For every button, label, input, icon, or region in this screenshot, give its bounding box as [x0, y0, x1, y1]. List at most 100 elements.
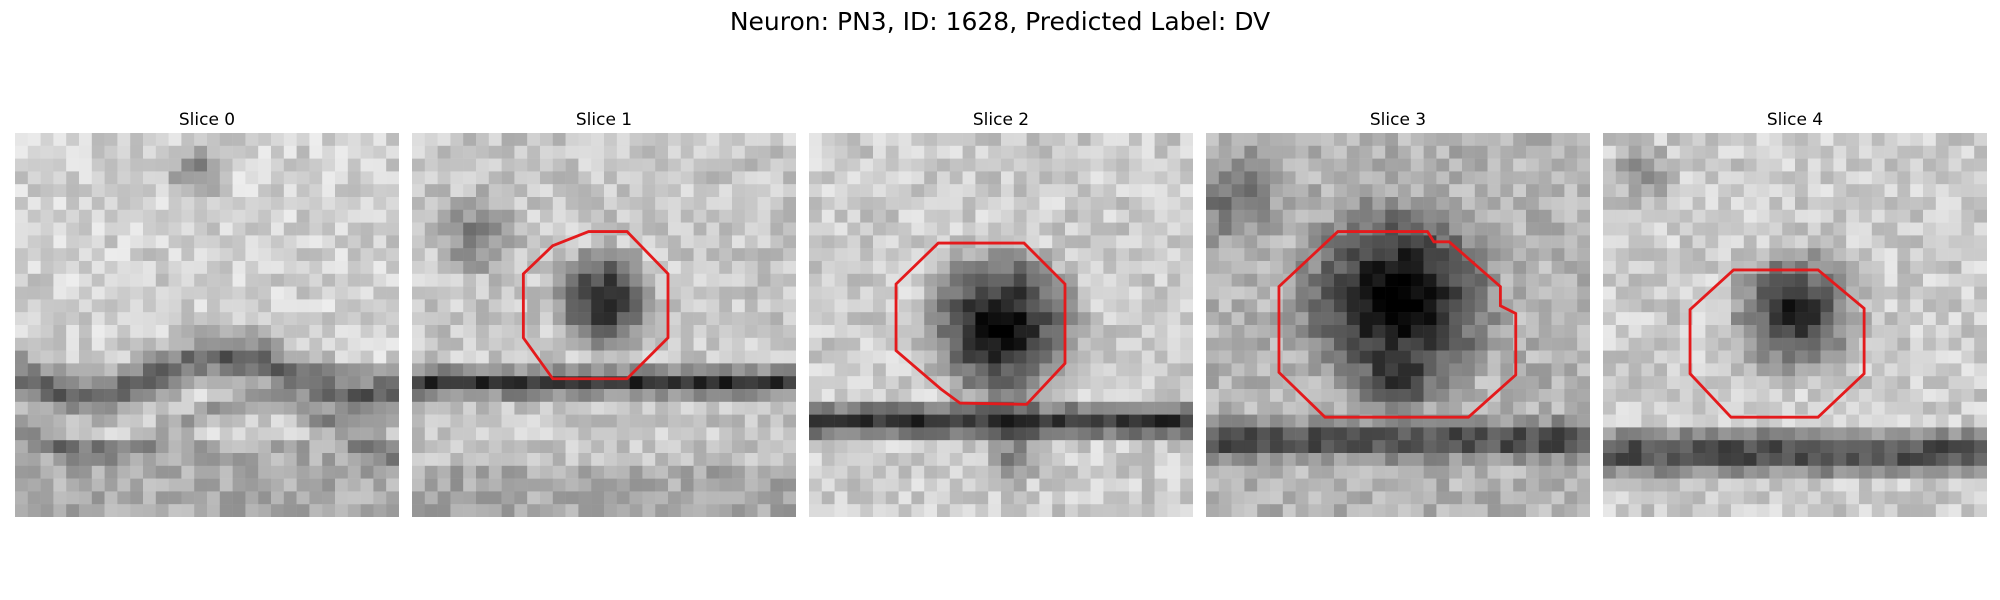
image-pixel — [1423, 312, 1437, 326]
image-pixel — [629, 414, 643, 428]
image-pixel — [873, 363, 887, 377]
image-pixel — [1807, 299, 1821, 313]
image-pixel — [911, 158, 925, 172]
image-pixel — [1218, 337, 1232, 351]
image-pixel — [1654, 299, 1668, 313]
image-pixel — [347, 440, 361, 454]
image-pixel — [1385, 491, 1399, 505]
image-pixel — [1013, 363, 1027, 377]
image-pixel — [975, 261, 989, 275]
image-pixel — [975, 222, 989, 236]
image-pixel — [360, 133, 374, 147]
image-pixel — [335, 248, 349, 262]
image-pixel — [1705, 235, 1719, 249]
image-pixel — [1846, 261, 1860, 275]
image-pixel — [783, 337, 796, 351]
image-pixel — [1334, 299, 1348, 313]
image-pixel — [1756, 145, 1770, 159]
image-pixel — [719, 427, 733, 441]
image-pixel — [27, 184, 41, 198]
image-pixel — [860, 286, 874, 300]
image-pixel — [1449, 363, 1463, 377]
image-pixel — [668, 209, 682, 223]
image-pixel — [15, 145, 29, 159]
image-pixel — [1282, 158, 1296, 172]
image-pixel — [1731, 273, 1745, 287]
image-pixel — [1334, 401, 1348, 415]
image-pixel — [1321, 286, 1335, 300]
image-pixel — [1154, 427, 1168, 441]
image-pixel — [988, 389, 1002, 403]
image-pixel — [309, 312, 323, 326]
image-pixel — [1052, 427, 1066, 441]
image-pixel — [1449, 145, 1463, 159]
image-pixel — [1910, 504, 1924, 517]
image-pixel — [181, 299, 195, 313]
image-pixel — [1346, 376, 1360, 390]
image-pixel — [181, 261, 195, 275]
image-pixel — [219, 363, 233, 377]
image-pixel — [1372, 337, 1386, 351]
image-pixel — [1795, 222, 1809, 236]
image-pixel — [1526, 478, 1540, 492]
image-pixel — [847, 235, 861, 249]
image-pixel — [1807, 312, 1821, 326]
image-pixel — [1782, 350, 1796, 364]
image-pixel — [1961, 478, 1975, 492]
image-pixel — [258, 465, 272, 479]
image-pixel — [1065, 440, 1079, 454]
image-pixel — [1423, 504, 1437, 517]
image-pixel — [1974, 248, 1987, 262]
image-pixel — [757, 491, 771, 505]
image-pixel — [476, 337, 490, 351]
image-pixel — [155, 363, 169, 377]
image-pixel — [1206, 171, 1220, 185]
image-pixel — [514, 273, 528, 287]
image-pixel — [501, 261, 515, 275]
image-pixel — [860, 504, 874, 517]
image-pixel — [949, 440, 963, 454]
image-pixel — [578, 235, 592, 249]
image-pixel — [79, 235, 93, 249]
image-pixel — [463, 158, 477, 172]
image-pixel — [693, 401, 707, 415]
image-pixel — [514, 299, 528, 313]
image-pixel — [1013, 222, 1027, 236]
image-pixel — [168, 414, 182, 428]
image-pixel — [476, 453, 490, 467]
image-pixel — [680, 261, 694, 275]
image-pixel — [360, 286, 374, 300]
image-pixel — [757, 504, 771, 517]
image-pixel — [53, 363, 67, 377]
image-pixel — [706, 504, 720, 517]
image-pixel — [629, 171, 643, 185]
image-pixel — [1462, 197, 1476, 211]
image-pixel — [809, 286, 823, 300]
image-pixel — [885, 389, 899, 403]
image-pixel — [604, 453, 618, 467]
image-pixel — [578, 401, 592, 415]
image-pixel — [1001, 504, 1015, 517]
image-pixel — [1487, 197, 1501, 211]
image-pixel — [565, 337, 579, 351]
image-pixel — [1782, 299, 1796, 313]
image-pixel — [680, 222, 694, 236]
image-pixel — [258, 427, 272, 441]
image-pixel — [1052, 145, 1066, 159]
image-pixel — [834, 312, 848, 326]
image-pixel — [757, 427, 771, 441]
image-pixel — [834, 171, 848, 185]
image-pixel — [1474, 401, 1488, 415]
image-pixel — [1359, 478, 1373, 492]
image-pixel — [1935, 171, 1949, 185]
image-pixel — [1052, 401, 1066, 415]
image-pixel — [616, 491, 630, 505]
image-pixel — [937, 401, 951, 415]
image-pixel — [1923, 325, 1937, 339]
image-pixel — [783, 299, 796, 313]
image-pixel — [1372, 427, 1386, 441]
slice-title: Slice 3 — [1369, 110, 1427, 130]
image-pixel — [181, 133, 195, 147]
image-pixel — [207, 401, 221, 415]
image-pixel — [322, 209, 336, 223]
